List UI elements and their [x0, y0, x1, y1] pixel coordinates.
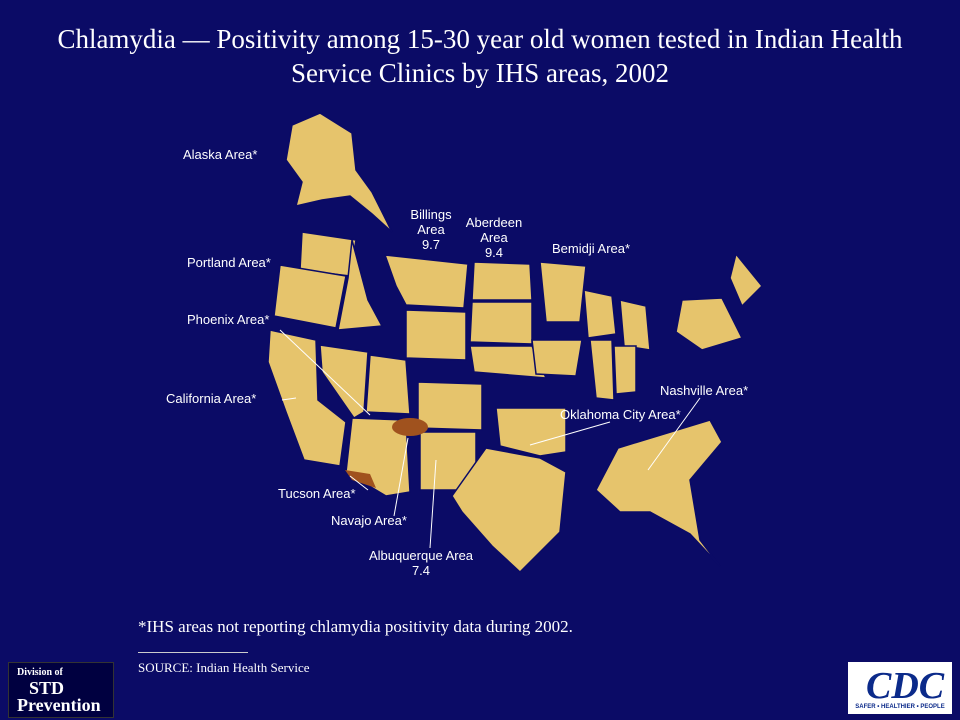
- area-name: Tucson Area*: [278, 486, 356, 501]
- area-name: Nashville Area*: [660, 383, 749, 398]
- footnote: *IHS areas not reporting chlamydia posit…: [138, 617, 573, 636]
- std-logo: Division of STD Prevention: [8, 662, 114, 718]
- logo-text: SAFER • HEALTHIER • PEOPLE: [855, 704, 945, 710]
- area-label: Billings Area 9.7: [401, 207, 461, 252]
- area-name: Portland Area*: [187, 255, 271, 270]
- area-label: Oklahoma City Area*: [560, 407, 681, 422]
- area-value: 9.4: [484, 245, 504, 260]
- area-label: Nashville Area*: [660, 383, 748, 398]
- area-label: Aberdeen Area 9.4: [459, 215, 529, 260]
- area-name: Oklahoma City Area*: [560, 407, 681, 422]
- title: Chlamydia — Positivity among 15-30 year …: [57, 24, 903, 88]
- navajo-area: [392, 418, 428, 436]
- area-label: Phoenix Area*: [187, 312, 269, 327]
- leader-lines: [279, 329, 701, 549]
- cdc-logo: CDC SAFER • HEALTHIER • PEOPLE: [848, 662, 952, 714]
- logo-text: CDC: [866, 665, 945, 707]
- area-name: California Area*: [166, 391, 257, 406]
- source: SOURCE: Indian Health Service: [138, 660, 310, 675]
- tucson-area: [345, 470, 376, 488]
- area-name: Navajo Area*: [331, 513, 407, 528]
- area-label: Navajo Area*: [331, 513, 407, 528]
- logo-text: STD: [29, 678, 65, 698]
- area-value: 7.4: [411, 563, 431, 578]
- area-label: Alaska Area*: [183, 147, 257, 162]
- area-name: Alaska Area*: [183, 147, 258, 162]
- area-name: Phoenix Area*: [187, 312, 270, 327]
- area-name: Billings Area: [410, 207, 452, 237]
- area-label: Tucson Area*: [278, 486, 356, 501]
- area-label: California Area*: [166, 391, 256, 406]
- area-name: Albuquerque Area: [368, 548, 474, 563]
- rule: [138, 652, 248, 653]
- area-name: Bemidji Area*: [552, 241, 631, 256]
- states: [267, 112, 764, 574]
- area-label: Albuquerque Area 7.4: [351, 548, 491, 578]
- area-label: Bemidji Area*: [552, 241, 630, 256]
- area-label: Portland Area*: [187, 255, 271, 270]
- area-name: Aberdeen Area: [465, 215, 523, 245]
- area-value: 9.7: [421, 237, 441, 252]
- logo-text: Division of: [17, 667, 63, 678]
- logo-text: Prevention: [17, 695, 101, 715]
